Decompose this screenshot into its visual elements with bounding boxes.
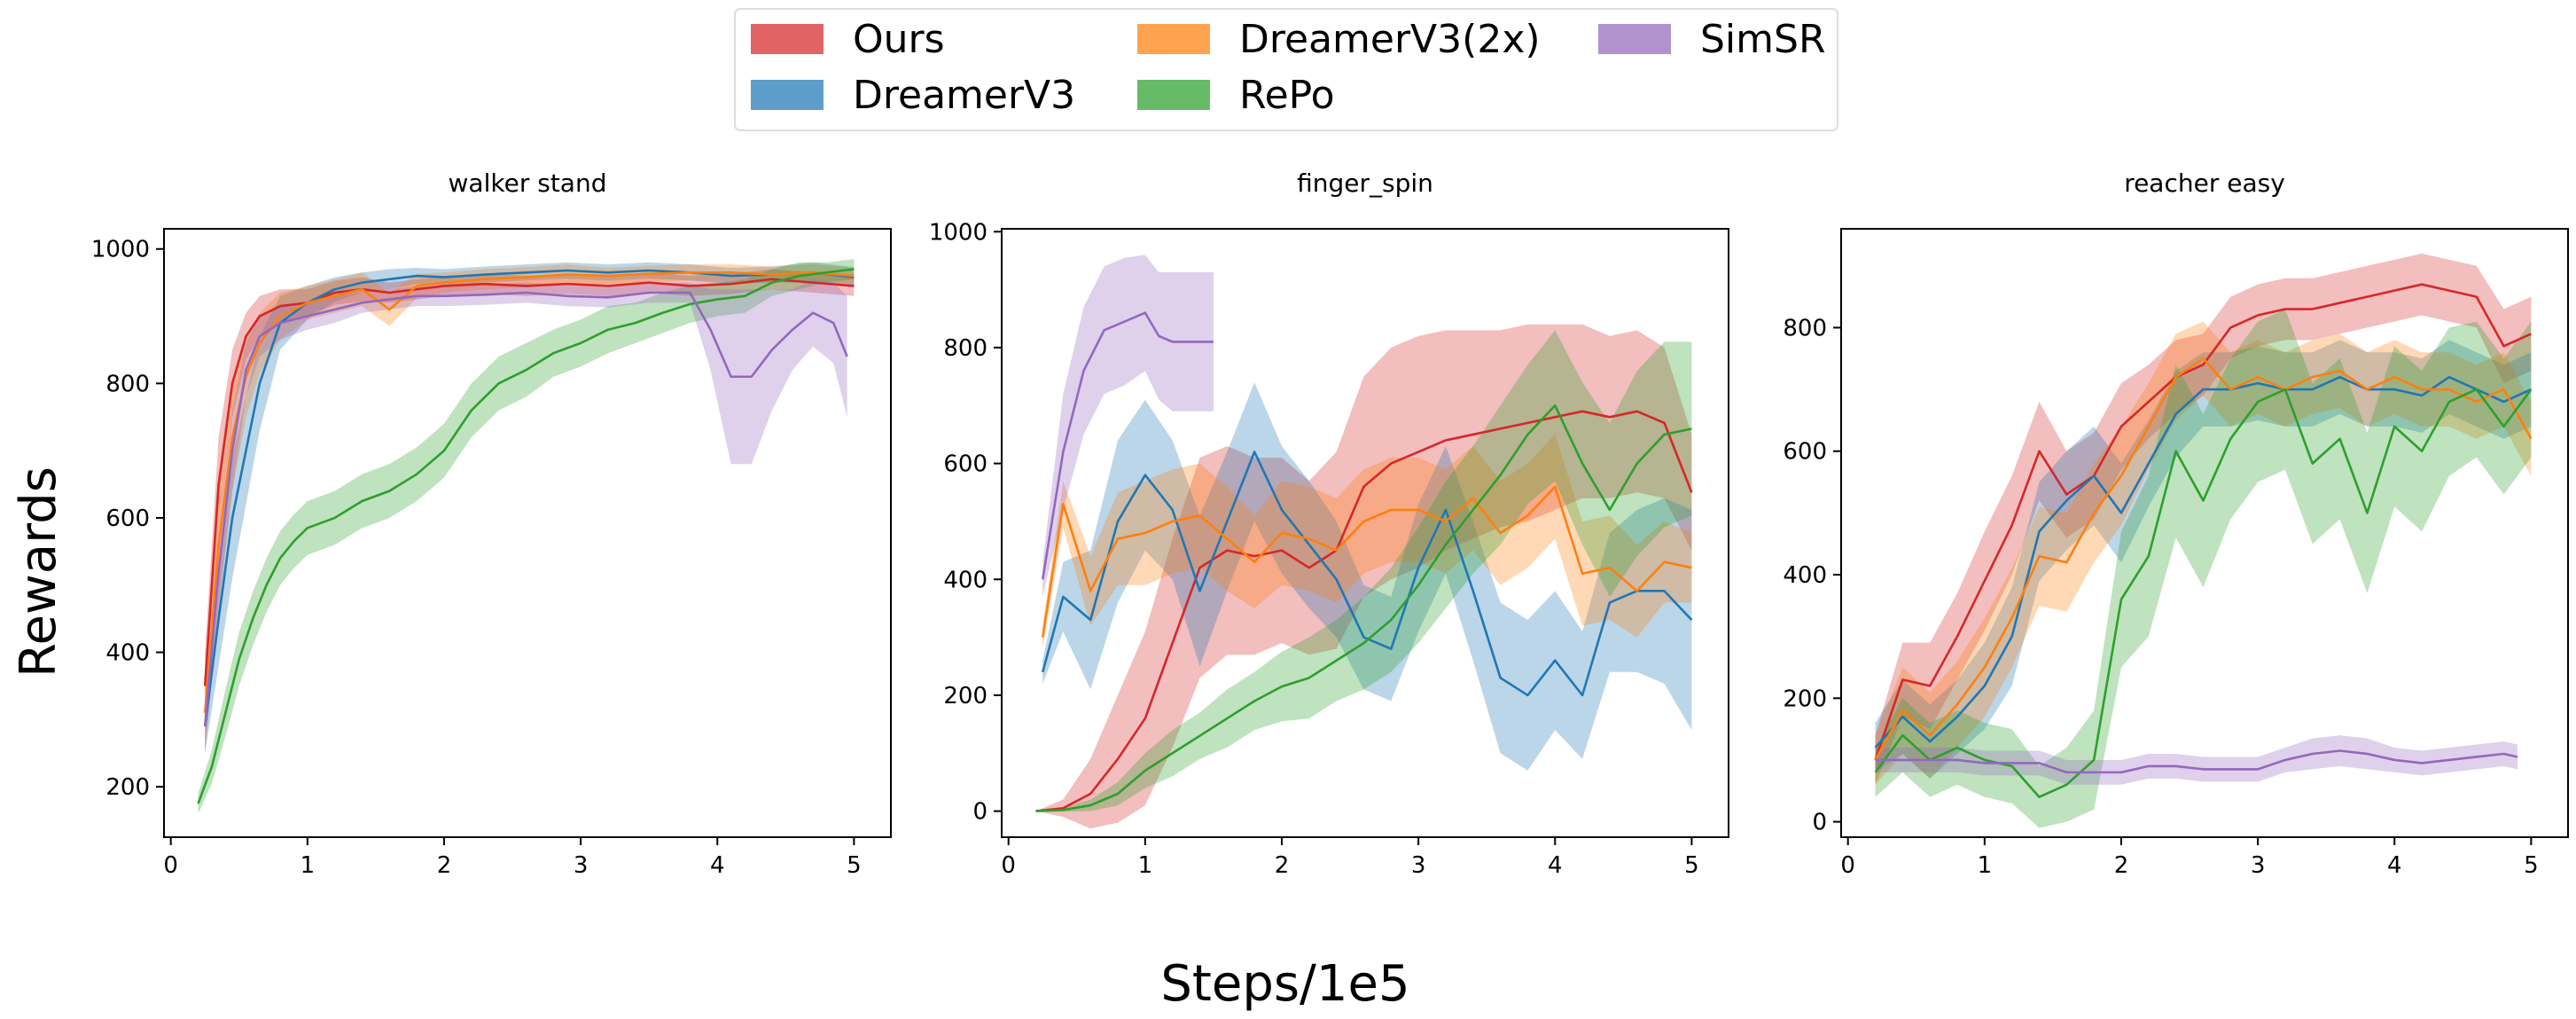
x-tick-label: 1 — [1978, 852, 1993, 879]
confidence-band-dreamerv3-2x — [1042, 434, 1692, 649]
confidence-band-ours — [205, 269, 855, 720]
series-line-simsr — [203, 291, 848, 727]
y-tick-label: 1000 — [91, 237, 150, 263]
y-tick-label: 600 — [1783, 439, 1827, 466]
subplot-finger-spin: finger_spin 0 1 2 3 4 5 0 200 400 600 800 1000 — [929, 169, 1729, 879]
legend-item-dreamerv3-2x: DreamerV3(2x) — [1137, 17, 1541, 62]
legend-swatch — [751, 80, 824, 110]
x-tick-label: 5 — [2524, 852, 2539, 879]
confidence-band-simsr — [1875, 735, 2517, 785]
subplot-title: walker stand — [449, 169, 607, 198]
x-tick-label: 0 — [163, 852, 178, 879]
x-tick-label: 3 — [2251, 852, 2266, 879]
legend-label: RePo — [1239, 73, 1335, 118]
subplot-reacher-easy: reacher easy 0 1 2 3 4 5 0 200 400 600 800 — [1783, 169, 2569, 879]
legend-swatch — [1137, 24, 1210, 54]
legend-swatch — [1137, 80, 1210, 110]
axes-frame — [163, 228, 892, 838]
series-line-repo — [1035, 404, 1692, 812]
y-tick-label: 800 — [105, 371, 150, 397]
legend-item-repo: RePo — [1137, 73, 1335, 118]
x-tick-label: 3 — [1411, 852, 1426, 879]
series-line-dreamerv3-2x — [203, 270, 855, 713]
x-tick-label: 5 — [847, 852, 862, 879]
x-tick-label: 1 — [1138, 852, 1153, 879]
y-tick-label: 600 — [943, 451, 987, 478]
legend-item-dreamerv3: DreamerV3 — [751, 73, 1075, 118]
legend-label: SimSR — [1700, 17, 1826, 62]
y-tick-label: 1000 — [929, 219, 987, 246]
x-tick-label: 2 — [437, 852, 452, 879]
y-tick-label: 400 — [1783, 562, 1827, 589]
axes-frame — [1840, 228, 2569, 838]
y-axis-label: Rewards — [10, 466, 67, 678]
y-tick-label: 400 — [943, 567, 987, 593]
confidence-band-dreamerv3 — [1042, 382, 1692, 771]
legend-item-ours: Ours — [751, 17, 945, 62]
series-line-dreamerv3 — [1874, 375, 2532, 749]
confidence-band-repo — [1035, 330, 1692, 812]
series-line-dreamerv3 — [1041, 451, 1693, 697]
x-tick-label: 3 — [574, 852, 589, 879]
x-tick-label: 4 — [2387, 852, 2402, 879]
x-tick-label: 2 — [1275, 852, 1290, 879]
legend-label: DreamerV3 — [853, 73, 1075, 118]
subplot-title: finger_spin — [1297, 169, 1433, 198]
legend-label: DreamerV3(2x) — [1239, 17, 1541, 62]
series-line-ours — [1874, 283, 2532, 761]
confidence-band-repo — [1875, 309, 2532, 828]
y-tick-label: 400 — [105, 640, 150, 667]
series-line-dreamerv3-2x — [1874, 357, 2533, 761]
confidence-band-dreamerv3-2x — [205, 264, 855, 754]
series-line-repo — [1874, 388, 2533, 799]
x-axis-label: Steps/1e5 — [1160, 955, 1409, 1013]
x-tick-label: 4 — [1548, 852, 1563, 879]
confidence-band-dreamerv3-2x — [1875, 321, 2532, 785]
y-tick-label: 0 — [972, 799, 987, 826]
axes-frame — [1001, 228, 1729, 838]
legend-swatch — [751, 24, 824, 54]
x-tick-label: 1 — [301, 852, 316, 879]
confidence-band-ours — [1035, 324, 1692, 829]
series-line-ours — [203, 278, 855, 686]
x-tick-label: 4 — [710, 852, 725, 879]
subplot-walker-stand: walker stand 0 1 2 3 4 5 200 400 600 800 1000 — [91, 169, 892, 879]
legend-item-simsr: SimSR — [1598, 17, 1826, 62]
series-line-dreamerv3 — [203, 269, 855, 727]
y-tick-label: 800 — [943, 335, 987, 362]
legend-swatch — [1598, 24, 1671, 54]
x-tick-label: 5 — [1684, 852, 1699, 879]
confidence-band-simsr — [205, 278, 847, 754]
plot-area — [1874, 253, 2533, 828]
subplot-title: reacher easy — [2124, 169, 2285, 198]
series-line-dreamerv3-2x — [1041, 485, 1692, 638]
series-line-repo — [197, 268, 855, 804]
plot-area — [1035, 255, 1693, 829]
x-tick-label: 0 — [1001, 852, 1016, 879]
series-line-simsr — [1041, 311, 1214, 580]
legend-frame — [734, 8, 1838, 131]
y-tick-label: 200 — [105, 774, 150, 801]
y-tick-label: 600 — [105, 506, 150, 532]
plot-area — [197, 259, 855, 814]
legend-items: Ours DreamerV3 DreamerV3(2x) RePo SimSR — [751, 17, 1826, 118]
y-tick-label: 0 — [1812, 810, 1827, 836]
y-tick-label: 200 — [1783, 686, 1827, 712]
y-tick-label: 200 — [943, 683, 987, 709]
series-line-simsr — [1875, 749, 2518, 774]
x-tick-label: 2 — [2114, 852, 2129, 879]
legend: Ours DreamerV3 DreamerV3(2x) RePo SimSR — [734, 8, 1838, 131]
y-tick-label: 800 — [1783, 315, 1827, 341]
legend-label: Ours — [853, 17, 945, 62]
series-line-ours — [1035, 410, 1693, 812]
x-tick-label: 0 — [1840, 852, 1855, 879]
